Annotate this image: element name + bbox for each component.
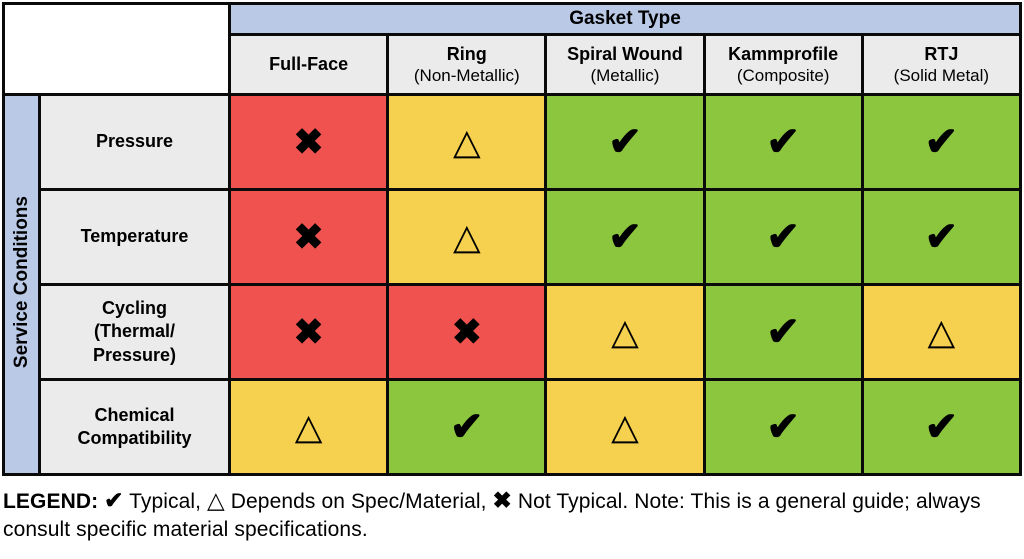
service-conditions-vertical-label: Service Conditions [10, 195, 32, 369]
legend: LEGEND: ✔ Typical, △ Depends on Spec/Mat… [3, 485, 1022, 543]
col-header-ring: Ring (Non-Metallic) [386, 33, 548, 96]
row-pressure: Service Conditions Pressure ✖ △ ✔ ✔ ✔ [2, 93, 1023, 476]
cross-icon: ✖ [492, 487, 512, 513]
cell-cycling-ring-cross-icon: ✖ [386, 283, 548, 381]
gasket-matrix-table: Gasket Type Full-Face Ring (Non-Metallic… [2, 2, 1023, 476]
cell-cycling-spiral-wound-triangle-icon: △ [544, 283, 706, 381]
col-subname: (Composite) [736, 66, 830, 86]
col-header-kammprofile: Kammprofile (Composite) [702, 33, 864, 96]
legend-label-depends: Depends on Spec/Material, [230, 490, 487, 513]
col-subname: (Non-Metallic) [413, 66, 520, 86]
legend-title: LEGEND: [3, 490, 99, 513]
cell-temperature-kammprofile-check-icon: ✔ [702, 188, 864, 286]
legend-label-typical: Typical, [129, 490, 202, 513]
cell-cycling-kammprofile-check-icon: ✔ [702, 283, 864, 381]
col-subname: (Solid Metal) [893, 66, 990, 86]
check-icon: ✔ [104, 487, 124, 513]
row-temperature: Temperature ✖ △ ✔ ✔ ✔ [4, 188, 1023, 286]
col-header-full-face: Full-Face [227, 33, 390, 96]
row-label-temperature: Temperature [38, 188, 231, 286]
column-header-row: Full-Face Ring (Non-Metallic) Spiral Wou… [4, 33, 1023, 96]
cell-chemical-spiral-wound-triangle-icon: △ [544, 378, 706, 476]
col-header-rtj: RTJ (Solid Metal) [860, 33, 1023, 96]
cell-cycling-rtj-triangle-icon: △ [860, 283, 1023, 381]
legend-note: Note: This is a general guide; always co… [3, 490, 981, 541]
cell-chemical-kammprofile-check-icon: ✔ [702, 378, 864, 476]
cell-pressure-full-face-cross-icon: ✖ [227, 93, 390, 191]
col-name: Ring [446, 43, 487, 64]
cell-temperature-ring-triangle-icon: △ [386, 188, 548, 286]
row-label-pressure: Pressure [38, 93, 231, 191]
cell-pressure-rtj-check-icon: ✔ [860, 93, 1023, 191]
row-cycling: Cycling (Thermal/ Pressure) ✖ ✖ △ ✔ △ [4, 283, 1023, 381]
cell-pressure-kammprofile-check-icon: ✔ [702, 93, 864, 191]
cell-pressure-spiral-wound-check-icon: ✔ [544, 93, 706, 191]
cell-temperature-spiral-wound-check-icon: ✔ [544, 188, 706, 286]
cell-chemical-rtj-check-icon: ✔ [860, 378, 1023, 476]
col-name: Kammprofile [728, 43, 839, 64]
col-subname: (Metallic) [590, 66, 660, 86]
row-label-chemical-compatibility: Chemical Compatibility [38, 378, 231, 476]
row-chemical-compatibility: Chemical Compatibility △ ✔ △ ✔ ✔ [4, 378, 1023, 476]
row-label-cycling: Cycling (Thermal/ Pressure) [38, 283, 231, 381]
col-name: RTJ [924, 43, 959, 64]
cell-temperature-rtj-check-icon: ✔ [860, 188, 1023, 286]
col-name: Spiral Wound [567, 43, 683, 64]
cell-temperature-full-face-cross-icon: ✖ [227, 188, 390, 286]
cell-cycling-full-face-cross-icon: ✖ [227, 283, 390, 381]
empty-corner [2, 2, 231, 96]
legend-label-not-typical: Not Typical. [517, 490, 629, 513]
triangle-icon: △ [207, 487, 225, 513]
col-header-spiral-wound: Spiral Wound (Metallic) [544, 33, 706, 96]
cell-chemical-ring-check-icon: ✔ [386, 378, 548, 476]
group-header-gasket-type: Gasket Type [228, 2, 1022, 36]
col-name: Full-Face [269, 54, 349, 75]
row-group-label-service-conditions: Service Conditions [2, 93, 41, 476]
cell-chemical-full-face-triangle-icon: △ [227, 378, 390, 476]
group-header-row: Gasket Type [2, 2, 1022, 96]
cell-pressure-ring-triangle-icon: △ [386, 93, 548, 191]
